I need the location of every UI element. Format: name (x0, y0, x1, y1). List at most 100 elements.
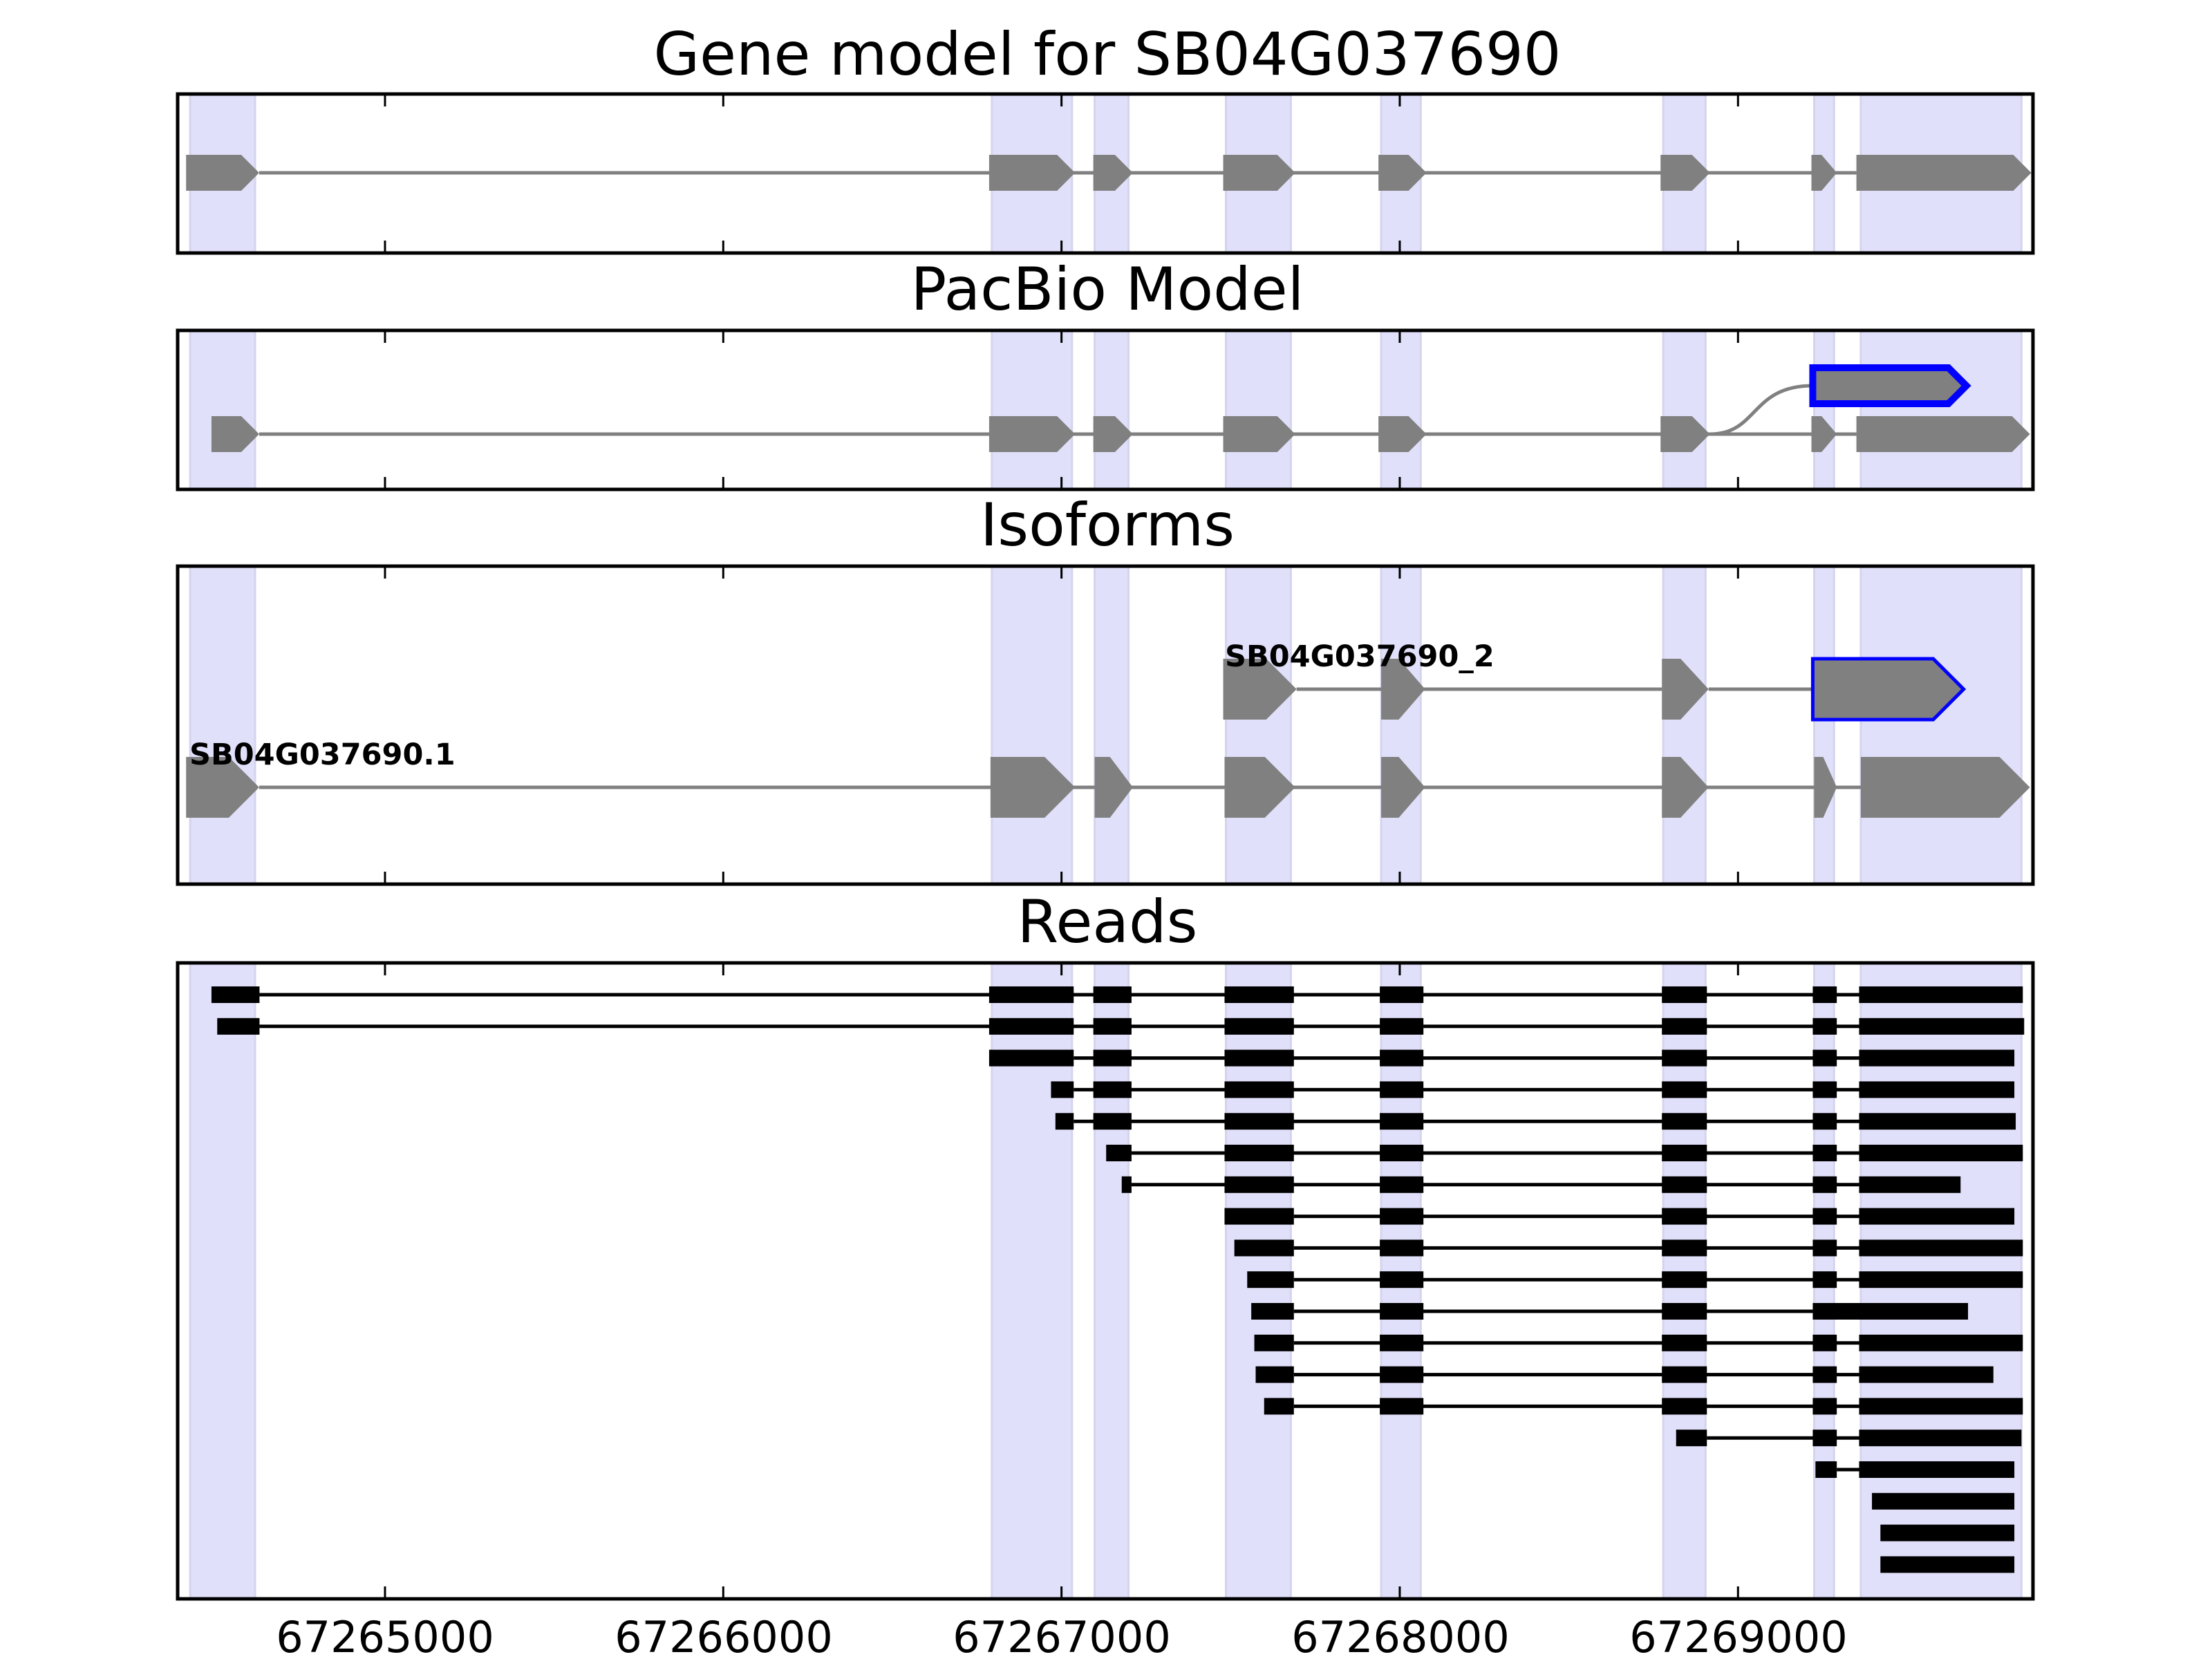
x-tick-label: 67265000 (276, 1612, 494, 1659)
read (1264, 1398, 2023, 1415)
shaded-region (1094, 565, 1130, 885)
read-block (1093, 1049, 1132, 1067)
read-block (1224, 1176, 1294, 1193)
read-block (1264, 1398, 1294, 1415)
axes (176, 92, 2035, 1601)
read (1247, 1271, 2023, 1288)
isoform-label-2: SB04G037690_2 (1225, 639, 1494, 674)
read-block (1812, 1081, 1837, 1098)
shaded-region (1380, 565, 1422, 885)
exon (186, 757, 259, 818)
exon (1223, 416, 1295, 452)
read-block (1812, 1208, 1837, 1225)
shaded-region (1224, 565, 1292, 885)
exon (1223, 659, 1297, 720)
read-block (1247, 1271, 1294, 1288)
read-block (1093, 1081, 1132, 1098)
exon (1381, 757, 1425, 818)
read (1880, 1556, 2015, 1573)
read-block (1859, 986, 2023, 1003)
read (1106, 1145, 2023, 1161)
plot-content (186, 155, 2032, 1573)
shaded-region (991, 329, 1074, 491)
shaded-region (991, 962, 1074, 1600)
panel-title-pacbio-model: PacBio Model (910, 255, 1304, 324)
panel-title-reads: Reads (1018, 888, 1198, 957)
read-block (1106, 1145, 1132, 1161)
read-block (1662, 1208, 1707, 1225)
panel-frame (176, 564, 2035, 886)
x-tick-label: 67269000 (1629, 1612, 1848, 1659)
read-block (1859, 1081, 2015, 1098)
read-block (1859, 1049, 2015, 1067)
read-block (1380, 1334, 1424, 1351)
exon (186, 155, 259, 191)
exon (1856, 416, 2030, 452)
read-block (1662, 1334, 1707, 1351)
read-block (1812, 1145, 1837, 1161)
read-block (1859, 1334, 2023, 1351)
exon (990, 757, 1076, 818)
shaded-region (1662, 329, 1707, 491)
exon (1856, 155, 2032, 191)
isoform-label-1: SB04G037690.1 (189, 738, 456, 772)
shaded-region (1812, 329, 1835, 491)
splice-junction-curve (1709, 384, 1813, 436)
read (1121, 1176, 1961, 1193)
read (1051, 1081, 2015, 1098)
exon (1662, 757, 1709, 818)
read-block (1676, 1430, 1707, 1447)
read-block (1859, 1271, 2023, 1288)
shaded-region (189, 962, 256, 1600)
read-block (1380, 1018, 1424, 1035)
read-block (1662, 1145, 1707, 1161)
read-block (1121, 1176, 1132, 1193)
read-block (1812, 1113, 1837, 1130)
read-block (1662, 1176, 1707, 1193)
exon (1811, 155, 1837, 191)
read-block (1224, 1145, 1294, 1161)
read-block (1380, 1303, 1424, 1320)
read-block (1093, 1113, 1132, 1130)
read-block (1234, 1239, 1294, 1257)
read-block (988, 986, 1074, 1003)
read-block (1872, 1492, 2015, 1510)
highlighted-exon (1809, 364, 1971, 407)
read-block (1812, 1271, 1837, 1288)
read (1255, 1366, 1994, 1383)
read-block (1859, 1239, 2023, 1257)
exon (1378, 416, 1427, 452)
read (1224, 1208, 2015, 1225)
read-block (1859, 1176, 1961, 1193)
read-block (1662, 986, 1707, 1003)
panel-frame (176, 92, 2035, 255)
read-block (1224, 1018, 1294, 1035)
read-block (1859, 1461, 2015, 1478)
exon (1660, 155, 1710, 191)
read-block (1812, 1049, 1837, 1067)
shaded-region (189, 565, 256, 885)
exon (1660, 416, 1710, 452)
shaded-region (189, 329, 256, 491)
read-block (1380, 1366, 1424, 1383)
read-block (1812, 1430, 1837, 1447)
x-tick-label: 67267000 (953, 1612, 1171, 1659)
shaded-region (1380, 329, 1422, 491)
read-block (1380, 1113, 1424, 1130)
shaded-region (1094, 329, 1130, 491)
exon (1094, 757, 1133, 818)
read-block (1662, 1018, 1707, 1035)
read (1676, 1430, 2022, 1447)
read (1872, 1492, 2015, 1510)
shaded-region (1859, 329, 2023, 491)
read (211, 986, 2023, 1003)
read-block (1859, 1366, 1994, 1383)
read-block (1859, 1113, 2016, 1130)
read-block (1859, 1018, 2025, 1035)
read-block (1880, 1556, 2015, 1573)
exon (1811, 416, 1837, 452)
exon (1381, 659, 1425, 720)
read-block (988, 1049, 1074, 1067)
read-block (1859, 1208, 2015, 1225)
